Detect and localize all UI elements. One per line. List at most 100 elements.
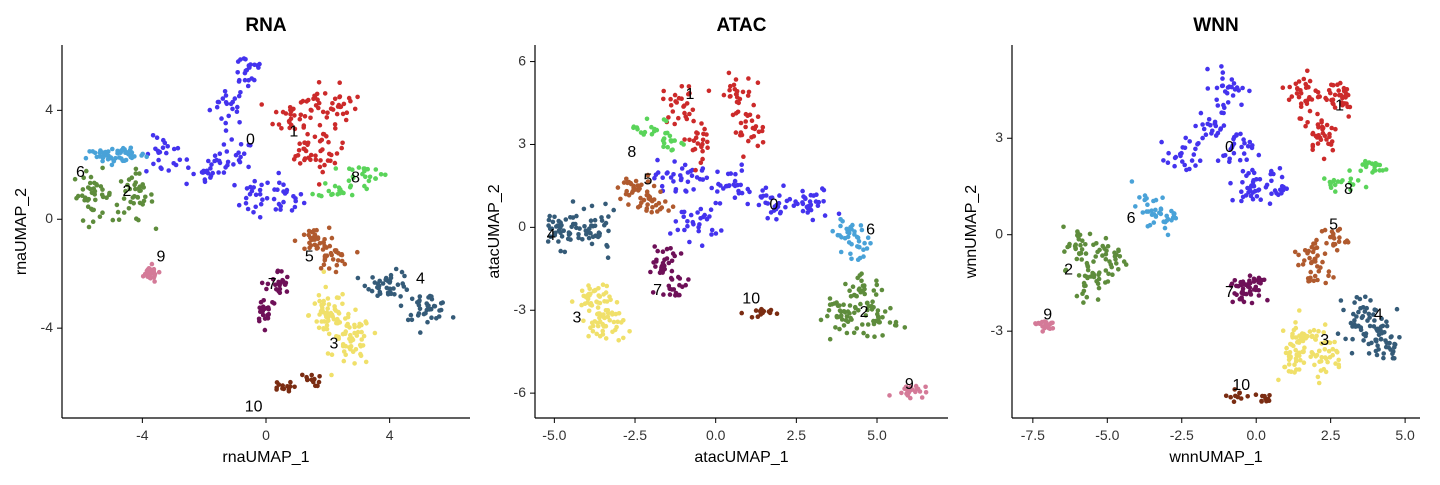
point-cluster-1 — [1321, 156, 1327, 162]
point-cluster-1 — [309, 108, 314, 113]
point-cluster-2 — [80, 187, 86, 192]
point-cluster-3 — [590, 323, 596, 329]
point-cluster-4 — [1390, 351, 1395, 357]
point-cluster-8 — [642, 129, 648, 135]
point-cluster-0 — [184, 181, 189, 187]
point-cluster-0 — [237, 120, 242, 125]
point-cluster-0 — [1205, 121, 1210, 127]
point-cluster-0 — [698, 206, 704, 212]
cluster-label-4: 4 — [1374, 306, 1383, 323]
point-cluster-7 — [257, 305, 263, 311]
point-cluster-3 — [586, 333, 591, 339]
point-cluster-5 — [322, 237, 327, 242]
point-cluster-0 — [214, 104, 220, 110]
point-cluster-6 — [1149, 212, 1155, 217]
point-cluster-8 — [323, 181, 328, 186]
cluster-label-9: 9 — [156, 249, 165, 266]
point-cluster-10 — [280, 383, 286, 388]
point-cluster-9 — [156, 269, 162, 275]
point-cluster-2 — [82, 197, 87, 203]
point-cluster-2 — [1081, 288, 1087, 294]
point-cluster-2 — [1067, 241, 1072, 247]
point-cluster-3 — [600, 332, 606, 337]
point-cluster-0 — [671, 179, 676, 184]
point-cluster-10 — [288, 379, 293, 385]
point-cluster-1 — [670, 109, 676, 114]
point-cluster-2 — [87, 180, 93, 186]
point-cluster-6 — [859, 227, 865, 233]
point-cluster-3 — [1336, 364, 1342, 370]
point-cluster-3 — [1286, 354, 1292, 359]
point-cluster-7 — [664, 246, 670, 252]
y-tick-label: 0 — [45, 210, 53, 226]
point-cluster-3 — [1307, 329, 1313, 334]
point-cluster-0 — [695, 210, 700, 215]
point-cluster-9 — [146, 271, 152, 276]
point-cluster-1 — [270, 121, 275, 127]
point-cluster-0 — [699, 243, 705, 248]
point-cluster-8 — [350, 174, 356, 179]
point-cluster-5 — [1331, 231, 1336, 237]
point-cluster-10 — [753, 308, 759, 313]
point-cluster-0 — [243, 201, 249, 206]
cluster-label-7: 7 — [653, 282, 662, 299]
point-cluster-9 — [1033, 321, 1038, 326]
point-cluster-7 — [1234, 283, 1239, 289]
point-cluster-7 — [651, 260, 656, 265]
point-cluster-3 — [1287, 350, 1293, 355]
cluster-label-3: 3 — [572, 310, 581, 327]
point-cluster-3 — [321, 269, 327, 275]
point-cluster-0 — [660, 175, 665, 180]
point-cluster-6 — [864, 246, 870, 251]
point-cluster-8 — [667, 133, 673, 139]
point-cluster-8 — [373, 167, 379, 172]
point-cluster-0 — [278, 207, 283, 212]
point-cluster-2 — [859, 278, 864, 284]
point-cluster-2 — [888, 305, 893, 311]
point-cluster-4 — [582, 224, 587, 229]
point-cluster-1 — [1332, 105, 1338, 110]
x-tick-label: 0 — [262, 427, 270, 443]
point-cluster-4 — [555, 223, 560, 228]
cluster-label-7: 7 — [268, 276, 277, 293]
point-cluster-7 — [648, 269, 653, 275]
point-cluster-3 — [328, 310, 334, 316]
point-cluster-1 — [312, 134, 318, 140]
point-cluster-9 — [147, 275, 152, 280]
point-cluster-4 — [1338, 298, 1344, 303]
point-cluster-0 — [1180, 159, 1185, 164]
point-cluster-1 — [1336, 88, 1341, 93]
point-cluster-3 — [586, 291, 592, 297]
point-cluster-3 — [316, 293, 322, 298]
point-cluster-0 — [1250, 196, 1256, 202]
point-cluster-1 — [1296, 79, 1302, 84]
point-cluster-0 — [1246, 190, 1251, 195]
point-cluster-0 — [768, 195, 774, 201]
point-cluster-0 — [1240, 180, 1245, 185]
point-cluster-3 — [605, 314, 611, 320]
point-cluster-9 — [146, 266, 152, 271]
point-cluster-4 — [1375, 326, 1381, 332]
point-cluster-4 — [1379, 330, 1385, 336]
point-cluster-0 — [236, 202, 242, 208]
point-cluster-0 — [836, 211, 842, 217]
point-cluster-3 — [610, 312, 615, 317]
point-cluster-0 — [265, 180, 270, 186]
point-cluster-2 — [80, 218, 86, 223]
point-cluster-3 — [1293, 335, 1299, 340]
point-cluster-2 — [857, 286, 862, 292]
point-cluster-2 — [818, 317, 824, 323]
point-cluster-2 — [116, 217, 122, 222]
point-cluster-9 — [923, 384, 928, 390]
point-cluster-6 — [1160, 195, 1165, 200]
point-cluster-1 — [1333, 126, 1338, 132]
cluster-label-2: 2 — [860, 304, 869, 321]
point-cluster-0 — [1250, 143, 1255, 148]
point-cluster-10 — [304, 374, 309, 380]
point-cluster-0 — [713, 200, 718, 206]
point-cluster-5 — [644, 206, 650, 211]
points-group — [72, 56, 456, 394]
point-cluster-0 — [1203, 132, 1209, 137]
point-cluster-0 — [1258, 197, 1263, 202]
point-cluster-5 — [1331, 275, 1336, 280]
